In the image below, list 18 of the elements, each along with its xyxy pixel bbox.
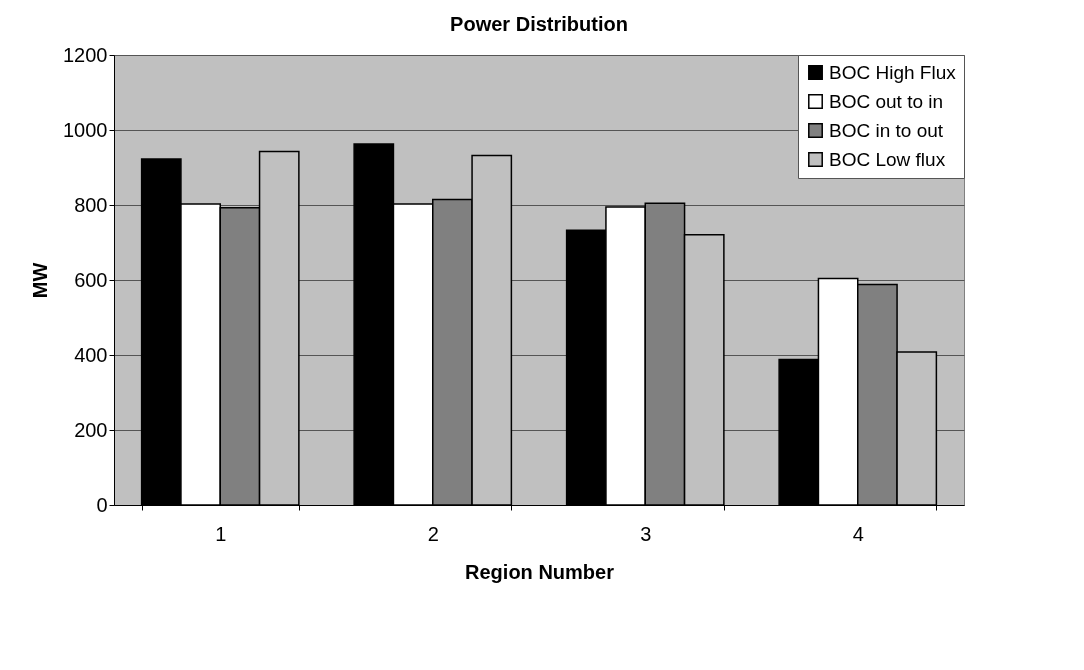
chart-title: Power Distribution <box>450 13 628 35</box>
x-tick-label: 3 <box>640 522 652 545</box>
x-axis-title: Region Number <box>465 560 615 583</box>
legend-label: BOC High Flux <box>829 61 957 83</box>
y-tick-label: 800 <box>74 193 108 216</box>
y-tick-label: 200 <box>74 418 108 441</box>
x-tick-label: 4 <box>852 522 864 545</box>
y-axis-title: MW <box>29 262 52 299</box>
legend-label: BOC Low flux <box>829 148 946 170</box>
y-tick-label: 1000 <box>63 118 108 141</box>
y-tick-label: 400 <box>74 343 108 366</box>
legend-label: BOC in to out <box>829 119 944 141</box>
y-tick-label: 600 <box>74 268 108 291</box>
y-tick-label: 1200 <box>63 43 108 66</box>
y-tick-label: 0 <box>96 493 108 516</box>
legend-label: BOC out to in <box>829 90 944 112</box>
x-tick-label: 2 <box>427 522 439 545</box>
x-tick-label: 1 <box>215 522 227 545</box>
